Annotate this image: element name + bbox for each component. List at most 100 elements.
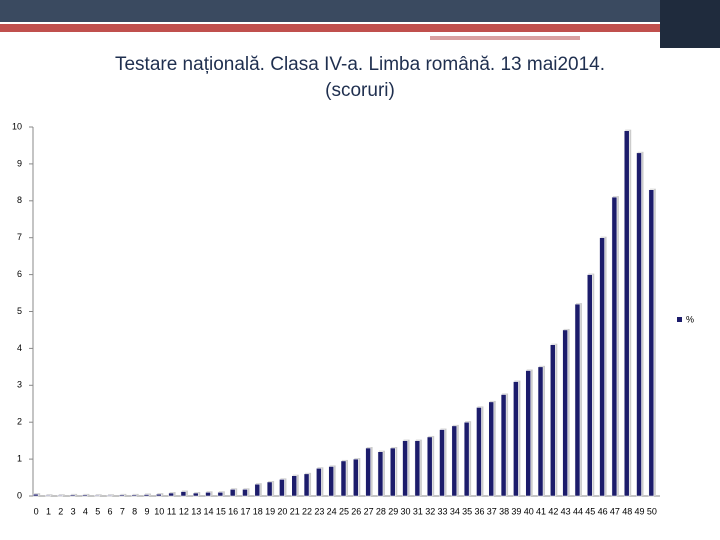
x-tick-label: 10 bbox=[154, 506, 164, 516]
x-tick-label: 9 bbox=[144, 506, 149, 516]
y-tick-label: 10 bbox=[12, 121, 22, 131]
x-tick-label: 28 bbox=[376, 506, 386, 516]
x-tick-label: 0 bbox=[34, 506, 39, 516]
bar bbox=[291, 475, 297, 497]
bar bbox=[119, 494, 125, 497]
bar bbox=[488, 401, 495, 497]
x-tick-label: 5 bbox=[95, 506, 100, 516]
bar bbox=[636, 152, 642, 497]
x-tick-label: 47 bbox=[610, 506, 620, 516]
x-tick-label: 14 bbox=[204, 506, 214, 516]
x-tick-label: 17 bbox=[240, 506, 250, 516]
bar bbox=[365, 447, 371, 497]
bar bbox=[254, 483, 261, 497]
y-tick-label: 8 bbox=[17, 195, 22, 205]
x-tick-label: 44 bbox=[573, 506, 583, 516]
x-tick-label: 16 bbox=[228, 506, 238, 516]
bar bbox=[131, 494, 137, 497]
x-tick-label: 13 bbox=[191, 506, 201, 516]
x-tick-label: 46 bbox=[598, 506, 608, 516]
bar bbox=[500, 394, 507, 497]
header-accent bbox=[430, 36, 580, 40]
chart-title: Testare națională. Clasa IV-a. Limba rom… bbox=[115, 54, 605, 75]
bar bbox=[574, 303, 581, 497]
bar bbox=[69, 494, 76, 497]
bar bbox=[513, 381, 519, 497]
x-tick-label: 20 bbox=[277, 506, 287, 516]
bar bbox=[192, 492, 199, 497]
x-tick-label: 27 bbox=[364, 506, 374, 516]
bar bbox=[242, 489, 248, 497]
x-tick-label: 6 bbox=[108, 506, 113, 516]
x-tick-label: 11 bbox=[167, 506, 176, 516]
bar bbox=[562, 329, 568, 497]
x-tick-label: 36 bbox=[474, 506, 484, 516]
x-tick-label: 35 bbox=[462, 506, 472, 516]
y-tick-label: 6 bbox=[17, 269, 22, 279]
bar bbox=[82, 494, 88, 497]
bar bbox=[316, 468, 322, 497]
x-tick-label: 37 bbox=[487, 506, 497, 516]
x-tick-label: 41 bbox=[536, 506, 546, 516]
header-band bbox=[0, 0, 720, 22]
header-block bbox=[660, 0, 720, 48]
bar bbox=[451, 425, 458, 497]
bar bbox=[648, 189, 655, 497]
y-tick-label: 9 bbox=[17, 158, 22, 168]
bar bbox=[414, 440, 421, 497]
x-tick-label: 34 bbox=[450, 506, 460, 516]
y-tick-label: 5 bbox=[17, 306, 22, 316]
x-tick-label: 43 bbox=[561, 506, 571, 516]
bar bbox=[439, 429, 445, 497]
x-tick-label: 26 bbox=[351, 506, 361, 516]
bar bbox=[156, 493, 162, 497]
bar bbox=[550, 344, 556, 497]
bar bbox=[611, 196, 618, 497]
bar bbox=[390, 447, 396, 497]
bar bbox=[537, 366, 544, 497]
bar bbox=[525, 370, 531, 497]
x-tick-label: 29 bbox=[388, 506, 398, 516]
bar bbox=[623, 130, 630, 497]
bar bbox=[587, 274, 593, 497]
bar bbox=[205, 492, 211, 497]
bar bbox=[94, 495, 100, 497]
bar bbox=[32, 493, 39, 497]
bar bbox=[229, 489, 236, 497]
x-tick-label: 39 bbox=[511, 506, 521, 516]
y-tick-label: 4 bbox=[17, 343, 22, 353]
x-tick-label: 7 bbox=[120, 506, 125, 516]
x-tick-label: 15 bbox=[216, 506, 226, 516]
x-tick-label: 45 bbox=[585, 506, 595, 516]
y-tick-label: 7 bbox=[17, 232, 22, 242]
x-tick-label: 12 bbox=[179, 506, 189, 516]
x-tick-label: 32 bbox=[425, 506, 435, 516]
bar bbox=[266, 481, 273, 497]
x-tick-label: 38 bbox=[499, 506, 509, 516]
bar bbox=[168, 492, 174, 497]
bar bbox=[340, 460, 347, 497]
x-tick-label: 4 bbox=[83, 506, 88, 516]
x-tick-label: 30 bbox=[401, 506, 411, 516]
y-tick-label: 3 bbox=[17, 380, 22, 390]
x-tick-label: 31 bbox=[413, 506, 423, 516]
legend-label: % bbox=[686, 314, 694, 324]
x-tick-label: 25 bbox=[339, 506, 349, 516]
bar bbox=[353, 458, 359, 497]
y-tick-label: 0 bbox=[17, 490, 22, 500]
y-tick-label: 1 bbox=[17, 453, 22, 463]
bar bbox=[217, 492, 224, 497]
x-tick-label: 40 bbox=[524, 506, 534, 516]
x-tick-label: 24 bbox=[327, 506, 337, 516]
x-tick-label: 3 bbox=[71, 506, 76, 516]
x-tick-label: 2 bbox=[58, 506, 63, 516]
chart-subtitle: (scoruri) bbox=[325, 80, 395, 101]
bar bbox=[303, 473, 310, 497]
x-tick-label: 22 bbox=[302, 506, 312, 516]
x-tick-label: 49 bbox=[635, 506, 645, 516]
bar bbox=[377, 451, 384, 497]
bar bbox=[45, 495, 51, 497]
y-tick-label: 2 bbox=[17, 417, 22, 427]
x-tick-label: 1 bbox=[46, 506, 51, 516]
